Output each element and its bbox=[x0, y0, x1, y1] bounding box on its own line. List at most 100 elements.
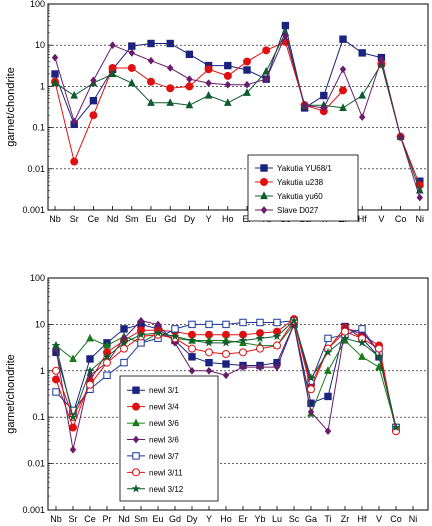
data-point bbox=[166, 98, 175, 106]
data-point bbox=[358, 90, 367, 99]
x-tick-label: Er bbox=[243, 214, 252, 224]
data-point bbox=[272, 331, 282, 341]
data-point bbox=[262, 66, 271, 75]
x-tick-label: Ho bbox=[220, 514, 232, 524]
x-tick-label: Y bbox=[206, 214, 212, 224]
x-tick-label: Ho bbox=[222, 214, 234, 224]
data-point bbox=[120, 325, 128, 333]
data-point bbox=[375, 362, 383, 371]
data-point bbox=[255, 333, 265, 343]
x-tick-label: Co bbox=[395, 214, 407, 224]
data-point bbox=[52, 388, 60, 396]
data-point bbox=[166, 64, 174, 72]
data-point bbox=[375, 344, 383, 353]
data-point bbox=[51, 340, 61, 350]
legend-label: Yakutia YU68/1 bbox=[277, 164, 332, 173]
legend: newl 3/1 newl 3/4 newl 3/6 newl 3/6 newl 3/7… bbox=[119, 375, 219, 502]
data-point bbox=[185, 50, 194, 59]
data-point bbox=[103, 340, 111, 349]
data-point bbox=[239, 363, 247, 371]
y-tick-label: 0.1 bbox=[32, 123, 45, 133]
data-point bbox=[103, 371, 111, 379]
data-point bbox=[137, 339, 145, 347]
x-tick-label: Nb bbox=[49, 214, 61, 224]
y-tick-label: 0.001 bbox=[22, 205, 45, 215]
data-point bbox=[204, 90, 213, 99]
y-tick-label: 0.01 bbox=[27, 164, 45, 174]
legend-marker bbox=[132, 418, 140, 427]
y-tick-label: 1 bbox=[40, 81, 45, 91]
legend-label: newl 3/6 bbox=[149, 419, 179, 428]
data-point bbox=[70, 117, 78, 126]
data-point bbox=[52, 366, 60, 375]
data-point bbox=[224, 80, 232, 89]
data-point bbox=[171, 325, 179, 333]
data-point bbox=[51, 53, 59, 62]
data-point bbox=[128, 42, 136, 50]
x-tick-label: Ti bbox=[324, 514, 331, 524]
data-point bbox=[89, 96, 98, 105]
data-point bbox=[205, 79, 212, 87]
chart-1: 0.0010.010.1110100NbSrCeNdSmEuGdDyYHoErY… bbox=[5, 0, 429, 224]
data-point bbox=[339, 103, 347, 112]
x-tick-label: Zr bbox=[341, 514, 350, 524]
series-line bbox=[54, 34, 421, 198]
x-tick-label: Gd bbox=[164, 214, 176, 224]
data-point bbox=[301, 101, 308, 110]
legend-marker bbox=[260, 164, 268, 172]
legend-marker bbox=[132, 386, 140, 394]
data-point bbox=[221, 338, 231, 347]
data-point bbox=[90, 76, 97, 85]
data-point bbox=[340, 333, 350, 343]
data-point bbox=[320, 91, 328, 100]
data-point bbox=[188, 353, 196, 361]
data-point bbox=[153, 328, 163, 337]
data-point bbox=[86, 355, 94, 363]
x-tick-label: Pr bbox=[103, 514, 112, 524]
data-point bbox=[416, 193, 424, 202]
legend-marker bbox=[132, 435, 140, 444]
data-point bbox=[127, 63, 136, 72]
x-tick-label: Sm bbox=[134, 514, 148, 524]
x-tick-label: Gd bbox=[169, 514, 181, 524]
legend-label: newl 3/1 bbox=[149, 386, 179, 395]
data-point bbox=[69, 445, 77, 454]
legend-marker bbox=[260, 206, 268, 214]
x-tick-label: Dy bbox=[184, 214, 195, 224]
data-point bbox=[147, 77, 155, 86]
legend-marker bbox=[260, 178, 268, 186]
data-point bbox=[374, 351, 384, 361]
legend-marker bbox=[132, 468, 140, 477]
legend-label: newl 3/11 bbox=[149, 468, 183, 477]
legend-label: newl 3/4 bbox=[149, 403, 179, 412]
series-line bbox=[54, 41, 344, 164]
legend-marker bbox=[132, 452, 140, 460]
data-point bbox=[222, 320, 230, 329]
legend-label: Yakutia yu60 bbox=[277, 192, 323, 201]
x-tick-label: Dy bbox=[187, 514, 198, 524]
y-tick-label: 0.001 bbox=[22, 505, 45, 515]
x-tick-label: Yb bbox=[254, 514, 265, 524]
x-tick-label: Eu bbox=[145, 214, 156, 224]
data-point bbox=[103, 358, 111, 367]
data-point bbox=[239, 348, 247, 357]
legend-label: newl 3/6 bbox=[149, 436, 179, 445]
y-tick-label: 10 bbox=[35, 40, 45, 50]
data-point bbox=[222, 360, 230, 368]
data-point bbox=[69, 354, 77, 363]
series-4 bbox=[51, 31, 424, 202]
x-tick-label: Ce bbox=[88, 214, 100, 224]
series-1 bbox=[51, 21, 424, 185]
data-point bbox=[70, 90, 79, 99]
data-point bbox=[136, 329, 146, 339]
data-point bbox=[188, 366, 196, 375]
data-point bbox=[282, 31, 289, 40]
data-point bbox=[188, 320, 196, 329]
x-tick-label: Sr bbox=[69, 514, 78, 524]
data-point bbox=[154, 320, 162, 329]
data-point bbox=[51, 78, 59, 87]
series-line bbox=[54, 23, 382, 126]
legend-label: Slave D027 bbox=[277, 206, 319, 215]
x-tick-label: Eu bbox=[152, 514, 163, 524]
data-point bbox=[85, 365, 95, 375]
